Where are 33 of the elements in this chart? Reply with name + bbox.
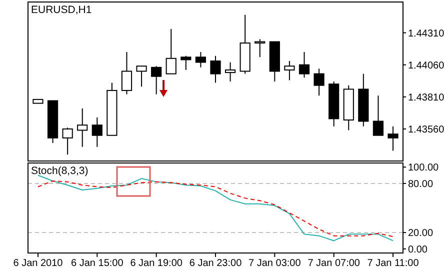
candlestick: [254, 38, 266, 58]
x-tick-label: 6 Jan 2010: [13, 258, 64, 269]
candlestick: [372, 95, 384, 136]
y-tick-label: 20.00: [408, 228, 434, 240]
candlestick: [121, 52, 132, 95]
candlestick: [314, 68, 324, 96]
y-tick-label: 0.00: [408, 244, 428, 256]
chart-title: EURUSD,H1: [31, 4, 92, 16]
x-tick-label: 7 Jan 07:00: [308, 258, 360, 269]
candlestick: [62, 127, 73, 156]
candlestick: [180, 55, 192, 70]
chart-title: Stoch(8,3,3): [31, 165, 88, 177]
candlestick: [195, 52, 206, 68]
candlestick: [210, 55, 221, 84]
candlestick: [388, 126, 398, 152]
x-tick-label: 6 Jan 15:00: [71, 258, 124, 269]
candlestick: [298, 52, 310, 78]
candlestick: [166, 28, 176, 74]
x-tick-label: 7 Jan 11:00: [367, 258, 420, 269]
candlestick: [224, 62, 236, 82]
candlestick: [136, 66, 147, 88]
x-tick-label: 6 Jan 19:00: [130, 258, 183, 269]
candlestick: [284, 60, 295, 81]
y-tick-label: 100.00: [408, 162, 440, 174]
candlestick: [92, 116, 102, 148]
y-tick-label: 1.44310: [408, 28, 444, 40]
y-tick-label: 1.43810: [408, 92, 444, 104]
candlestick: [77, 108, 88, 148]
y-tick-label: 80.00: [408, 178, 434, 190]
x-tick-label: 6 Jan 23:00: [189, 258, 242, 269]
y-tick-label: 1.43560: [408, 124, 444, 136]
x-tick-label: 7 Jan 03:00: [248, 258, 302, 269]
y-tick-label: 1.44060: [408, 60, 444, 72]
